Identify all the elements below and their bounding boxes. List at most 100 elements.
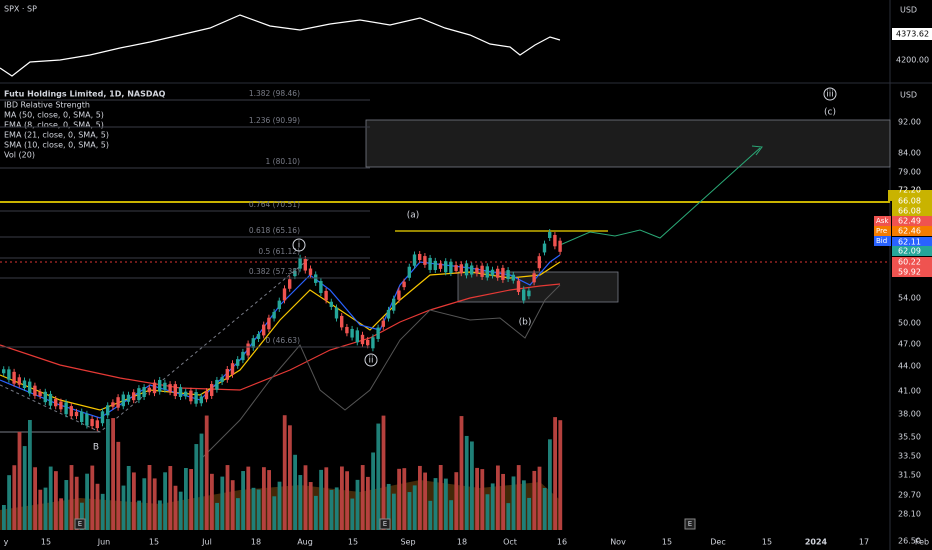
volume-bar	[230, 480, 235, 530]
date-label: Oct	[503, 538, 517, 547]
candle-body	[262, 324, 266, 336]
candle-body	[194, 392, 198, 404]
price-axis-label: 47.00	[898, 340, 921, 349]
price-axis-label: 84.00	[898, 149, 921, 158]
volume-bar	[256, 489, 261, 530]
candle-body	[360, 334, 365, 345]
target-box	[365, 119, 891, 168]
date-label: 15	[149, 538, 159, 547]
candle-body	[142, 387, 146, 397]
candle-body	[158, 379, 162, 392]
candle-body	[485, 266, 489, 278]
volume-bar	[501, 473, 505, 530]
volume-bar	[303, 465, 308, 530]
compare-symbol: SPX · SP	[4, 5, 37, 14]
volume-bar	[444, 478, 448, 530]
volume-bar	[85, 473, 89, 530]
candle-body	[199, 396, 203, 404]
price-axis-label: 66.08	[898, 207, 921, 216]
candle-body	[215, 379, 219, 390]
volume-bar	[407, 492, 412, 530]
candle-body	[511, 274, 515, 281]
quote-tag	[874, 216, 891, 226]
volume-bar	[17, 431, 22, 530]
volume-bar	[454, 472, 459, 530]
wave-label: (a)	[407, 211, 420, 221]
candle-body	[59, 401, 63, 410]
candle-body	[137, 388, 141, 401]
volume-bar	[178, 491, 183, 530]
date-label: Dec	[710, 538, 725, 547]
volume-bar	[126, 465, 131, 530]
volume-bar	[428, 500, 433, 530]
candle-body	[121, 394, 125, 407]
candle-body	[12, 371, 16, 384]
date-label: Nov	[610, 538, 626, 547]
quote-tag-label: Ask	[876, 217, 889, 225]
volume-bar	[532, 470, 537, 530]
date-label: Feb	[915, 538, 929, 547]
date-label: y	[4, 538, 9, 547]
volume-bar	[470, 441, 474, 530]
candle-body	[28, 381, 32, 394]
candle-body	[147, 387, 151, 393]
price-axis-label: 59.92	[898, 268, 921, 277]
candle-body	[308, 268, 313, 275]
volume-bar	[236, 498, 240, 530]
wave-circle	[823, 87, 837, 101]
earnings-marker: E	[78, 520, 82, 528]
candle-body	[251, 338, 255, 348]
date-label: 16	[557, 538, 567, 547]
fib-label: 1.236 (90.99)	[249, 116, 300, 125]
candle-body	[184, 391, 188, 397]
candle-body	[516, 280, 521, 292]
volume-bar	[262, 467, 266, 530]
volume-bar	[69, 465, 74, 530]
volume-bar	[527, 497, 531, 530]
candle-body	[69, 406, 73, 417]
price-axis-label: 54.00	[898, 294, 921, 303]
earnings-box	[684, 518, 696, 530]
candle-body	[178, 387, 183, 397]
volume-bar	[522, 480, 526, 530]
volume-bar	[74, 476, 79, 530]
candle-body	[459, 264, 463, 274]
price-tag	[892, 267, 932, 277]
volume-bars	[2, 415, 563, 530]
candle-body	[111, 402, 115, 407]
candle-body	[355, 330, 359, 343]
volume-bar	[433, 478, 438, 530]
volume-bar	[64, 480, 69, 530]
volume-bar	[251, 487, 256, 530]
candle-body	[470, 265, 474, 275]
candle-body	[527, 290, 531, 297]
candle-body	[168, 384, 172, 393]
fib-label: 0.764 (70.51)	[249, 200, 300, 209]
volume-bar	[215, 502, 219, 530]
volume-bar	[33, 467, 37, 530]
volume-bar	[225, 465, 230, 530]
candle-body	[428, 257, 432, 270]
volume-bar	[558, 420, 563, 530]
candle-body	[106, 405, 110, 416]
date-label: 18	[457, 538, 467, 547]
price-axis-label: 35.50	[898, 433, 921, 442]
volume-bar	[334, 487, 339, 530]
date-label: 15	[41, 538, 51, 547]
volume-bar	[449, 500, 453, 530]
candle-body	[152, 382, 157, 394]
candle-body	[386, 309, 391, 319]
wave-label: i	[298, 241, 301, 251]
volume-bar	[475, 467, 479, 530]
volume-bar	[277, 481, 282, 530]
volume-bar	[340, 466, 344, 530]
price-axis-label: 31.50	[898, 471, 921, 480]
price-axis-label: 62.46	[898, 227, 921, 236]
volume-bar	[210, 473, 214, 530]
volume-bar	[376, 423, 381, 530]
fib-label: 0.382 (57.38)	[249, 267, 300, 276]
indicator-label: EMA (8, close, 0, SMA, 5)	[4, 121, 104, 130]
volume-bar	[366, 476, 370, 530]
candle-body	[324, 290, 328, 301]
candle-body	[444, 261, 448, 273]
